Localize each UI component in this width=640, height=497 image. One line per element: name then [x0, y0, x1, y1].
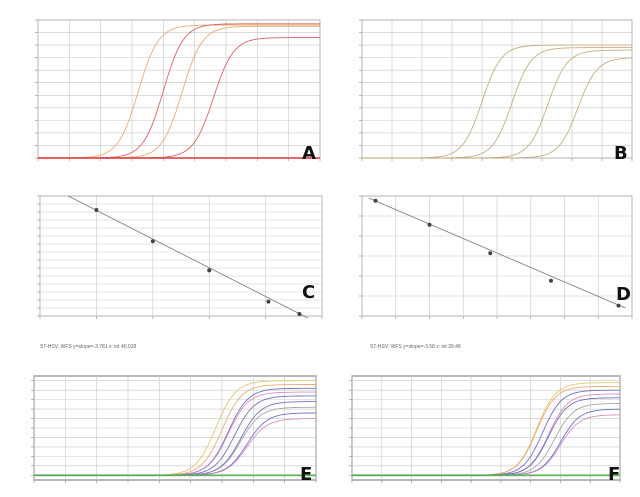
- data-point-c-3: [266, 299, 271, 304]
- plot-frame-a: [37, 19, 321, 159]
- data-point-c-2: [207, 268, 212, 273]
- panel-letter-e: E: [300, 464, 313, 485]
- panel-letter-d: D: [616, 284, 631, 305]
- chart-panel-c: C ST-HSV: WFS y=slope=-3.781 x: int 40.0…: [0, 180, 335, 355]
- data-point-d-2: [488, 251, 493, 256]
- panel-letter-c: C: [302, 282, 316, 303]
- chart-panel-a: A: [0, 0, 330, 175]
- chart-b-plot: [359, 19, 633, 161]
- chart-panel-f: F: [330, 360, 640, 497]
- data-point-c-4: [297, 312, 302, 316]
- plot-frame-c: [39, 195, 323, 317]
- panel-letter-a: A: [302, 143, 316, 164]
- data-point-d-3: [549, 278, 553, 283]
- fit-line-d: [368, 197, 626, 309]
- data-point-c-1: [150, 239, 155, 244]
- data-point-d-0: [373, 198, 378, 203]
- chart-d-plot: [359, 195, 633, 319]
- chart-a-plot: [35, 19, 321, 161]
- panel-letter-f: F: [608, 464, 621, 485]
- panel-letter-b: B: [614, 143, 628, 164]
- data-point-d-4: [616, 303, 621, 308]
- chart-panel-e: E: [0, 360, 330, 497]
- data-point-c-0: [94, 208, 99, 212]
- equation-d: ST-HSV: WFS y=slope=-3.58 x: int 39.48: [370, 344, 461, 350]
- chart-panel-b: B: [340, 0, 640, 175]
- fit-line-c: [68, 195, 309, 319]
- data-point-d-1: [427, 222, 432, 227]
- chart-c-plot: [37, 195, 323, 319]
- amplification-curve-b-3: [362, 57, 633, 159]
- chart-f-plot: [349, 375, 621, 483]
- equation-c: ST-HSV: WFS y=slope=-3.781 x: int 40.028: [40, 344, 137, 350]
- plot-frame-b: [361, 19, 633, 159]
- chart-panel-d: D ST-HSV: WFS y=slope=-3.58 x: int 39.48: [340, 180, 640, 355]
- chart-e-plot: [31, 375, 317, 483]
